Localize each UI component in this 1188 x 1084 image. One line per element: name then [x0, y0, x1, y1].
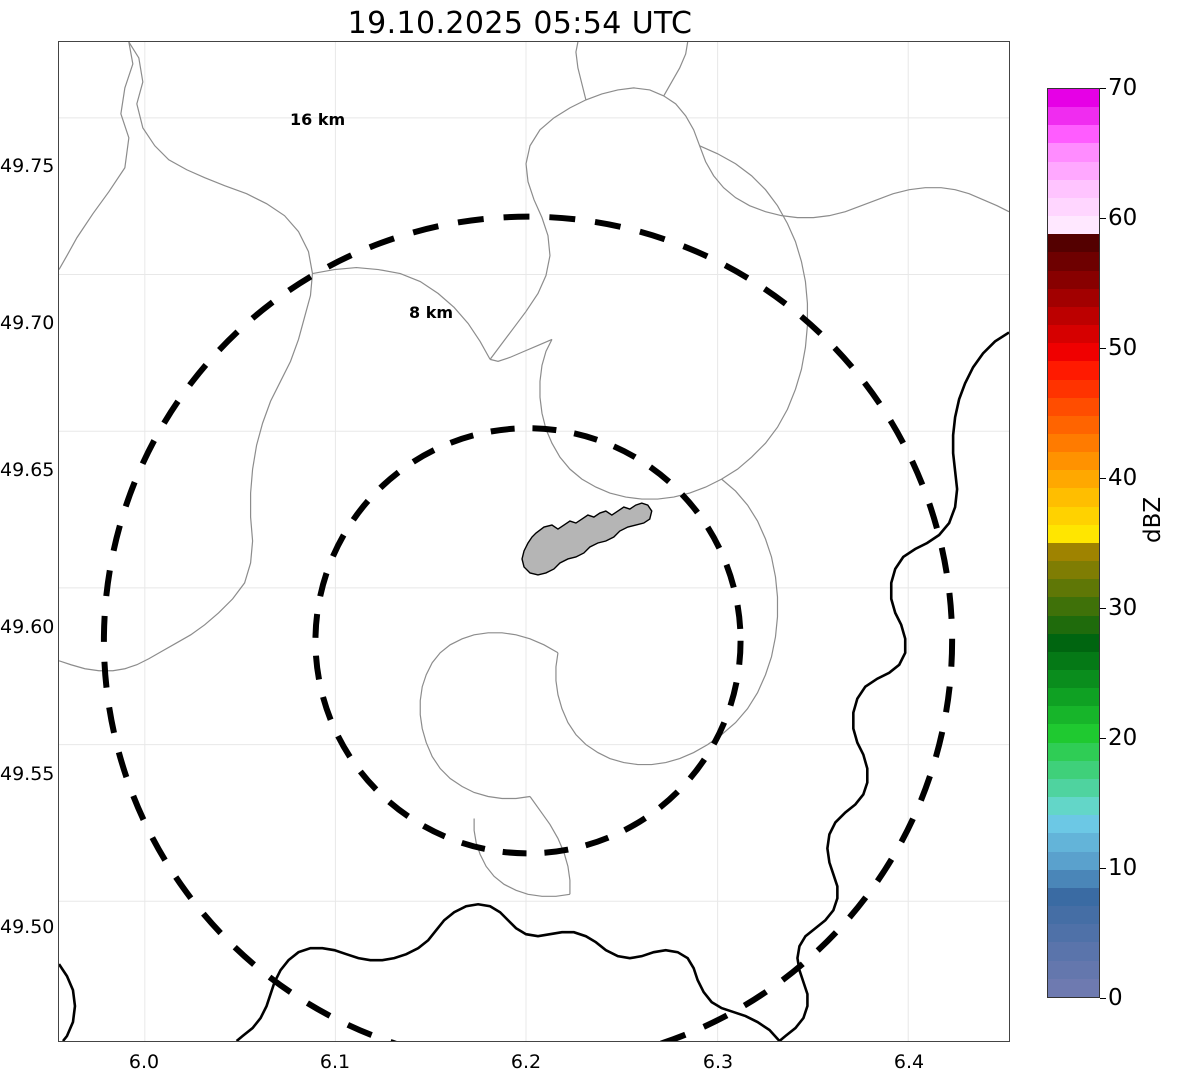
colorbar-segment [1048, 143, 1099, 162]
colorbar-tick-label-7: 0 [1108, 985, 1123, 1011]
colorbar-segment [1048, 561, 1099, 580]
colorbar-tick-label-3: 40 [1108, 465, 1138, 491]
map-plot-area[interactable]: 16 km 8 km [58, 41, 1010, 1042]
colorbar-segment [1048, 887, 1099, 907]
colorbar-segment [1048, 270, 1099, 289]
colorbar-segment [1048, 906, 1099, 925]
colorbar-tick-label-4: 30 [1108, 595, 1138, 621]
range-ring-8km [312, 425, 744, 857]
colorbar-tick-mark-6 [1100, 868, 1106, 869]
x-tick-label-2: 6.2 [510, 1051, 542, 1073]
colorbar-segment [1048, 670, 1099, 689]
colorbar-segment [1048, 542, 1099, 562]
y-tick-label-5: 49.50 [0, 916, 55, 938]
colorbar-segment [1048, 797, 1099, 816]
colorbar-tick-mark-1 [1100, 218, 1106, 219]
colorbar-segment [1048, 924, 1099, 943]
colorbar-segment [1048, 960, 1099, 979]
colorbar-segment [1048, 306, 1099, 326]
y-tick-label-0: 49.75 [0, 155, 55, 177]
colorbar-segment [1048, 216, 1099, 235]
colorbar-segment [1048, 252, 1099, 271]
colorbar-segment [1048, 161, 1099, 180]
x-tick-label-1: 6.1 [319, 1051, 351, 1073]
district-boundaries [59, 42, 1009, 897]
colorbar-axis-label: dBZ [1140, 496, 1166, 543]
colorbar-segment [1048, 942, 1099, 961]
colorbar-segment [1048, 179, 1099, 198]
range-ring-label-8km: 8 km [409, 303, 454, 322]
colorbar-segment [1048, 452, 1099, 471]
colorbar-tick-mark-0 [1100, 88, 1106, 89]
colorbar-segment [1048, 742, 1099, 761]
y-tick-label-2: 49.65 [0, 459, 55, 481]
colorbar-tick-mark-5 [1100, 738, 1106, 739]
colorbar-segment [1048, 288, 1099, 307]
colorbar-segment [1048, 524, 1099, 543]
range-ring-16km [101, 213, 955, 1041]
colorbar-segment [1048, 415, 1099, 434]
colorbar-segment [1048, 651, 1099, 670]
colorbar-segment [1048, 470, 1099, 489]
colorbar-segment [1048, 760, 1099, 779]
colorbar-segment [1048, 869, 1099, 888]
colorbar-tick-label-1: 60 [1108, 205, 1138, 231]
colorbar-segment [1048, 633, 1099, 652]
colorbar-tick-label-2: 50 [1108, 335, 1138, 361]
colorbar-segment [1048, 978, 1099, 997]
y-tick-label-4: 49.55 [0, 763, 55, 785]
colorbar [1047, 88, 1100, 998]
colorbar-segment [1048, 833, 1099, 852]
colorbar-segment [1048, 778, 1099, 798]
x-tick-label-4: 6.4 [893, 1051, 925, 1073]
colorbar-tick-mark-4 [1100, 608, 1106, 609]
country-border [59, 331, 1009, 1041]
colorbar-segment [1048, 851, 1099, 870]
grid-lines [59, 42, 1009, 1041]
colorbar-tick-mark-3 [1100, 478, 1106, 479]
range-ring-label-16km: 16 km [290, 110, 346, 129]
colorbar-tick-label-6: 10 [1108, 855, 1138, 881]
colorbar-segment [1048, 234, 1099, 253]
colorbar-segment [1048, 107, 1099, 126]
colorbar-tick-label-5: 20 [1108, 725, 1138, 751]
colorbar-tick-mark-2 [1100, 348, 1106, 349]
x-tick-label-0: 6.0 [128, 1051, 160, 1073]
colorbar-segment [1048, 688, 1099, 707]
colorbar-segment [1048, 361, 1099, 380]
colorbar-segment [1048, 706, 1099, 725]
colorbar-segment [1048, 506, 1099, 525]
colorbar-segment [1048, 815, 1099, 834]
colorbar-segment [1048, 125, 1099, 144]
colorbar-tick-mark-7 [1100, 998, 1106, 999]
colorbar-segment [1048, 89, 1099, 108]
map-svg [59, 42, 1009, 1041]
colorbar-segment [1048, 379, 1099, 398]
colorbar-segment [1048, 397, 1099, 416]
colorbar-segment [1048, 325, 1099, 344]
y-tick-label-1: 49.70 [0, 312, 55, 334]
x-tick-label-3: 6.3 [702, 1051, 734, 1073]
colorbar-segment [1048, 597, 1099, 616]
page-title: 19.10.2025 05:54 UTC [347, 6, 693, 41]
colorbar-segment [1048, 579, 1099, 598]
colorbar-tick-label-0: 70 [1108, 75, 1138, 101]
colorbar-segment [1048, 615, 1099, 634]
city-area [521, 502, 653, 576]
colorbar-segment [1048, 197, 1099, 217]
y-tick-label-3: 49.60 [0, 616, 55, 638]
colorbar-segment [1048, 724, 1099, 743]
colorbar-segment [1048, 433, 1099, 453]
colorbar-segment [1048, 343, 1099, 362]
colorbar-segment [1048, 488, 1099, 507]
